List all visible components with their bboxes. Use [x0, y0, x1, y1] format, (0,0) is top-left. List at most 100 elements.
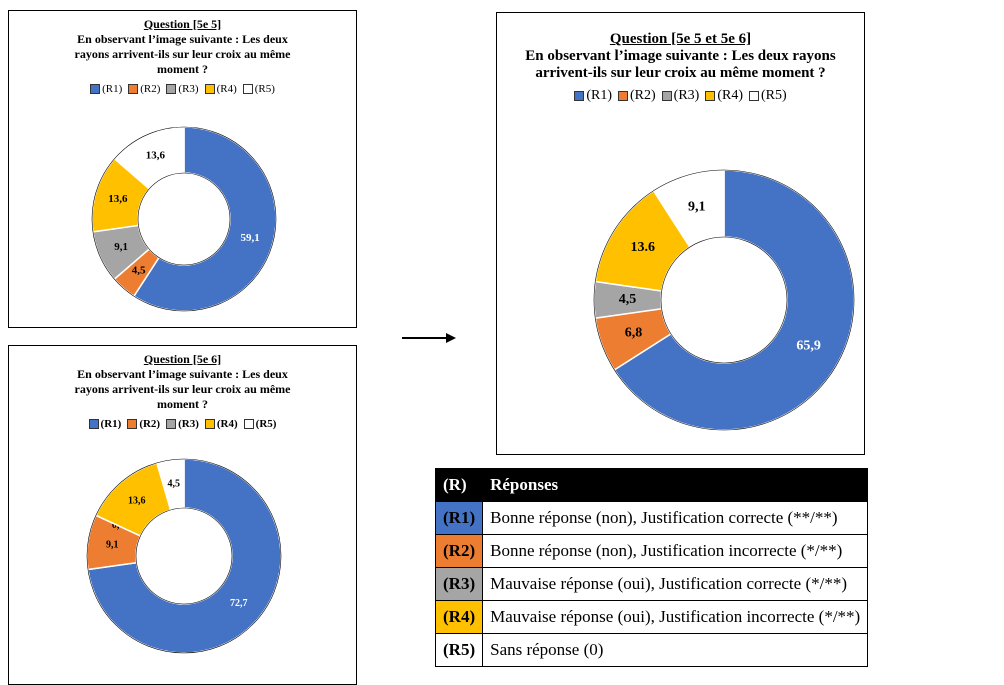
table-row: (R5) Sans réponse (0)	[434, 633, 869, 667]
legend: (R1) (R2) (R3) (R4) (R5)	[9, 418, 356, 430]
legend-label: (R3)	[178, 418, 199, 430]
donut-plot: 65,9 6,8 4,5 13.6 9,1	[593, 169, 855, 431]
legend-item: (R5)	[243, 418, 277, 430]
legend-swatch	[166, 84, 177, 94]
chart: 65,9 6,8 4,5 13.6 9,1 Question [5e 5 et 5e 6]…	[496, 12, 865, 455]
legend-label: (R5)	[761, 88, 787, 103]
value-label: 59,1	[241, 232, 260, 244]
legend-label: (R1)	[100, 418, 122, 430]
text-cell: Mauvaise réponse (oui), Justification co…	[482, 567, 869, 601]
chart-header: Question [5e 5] En observant l’image suiv…	[9, 17, 356, 95]
legend-item: (R3)	[166, 418, 199, 430]
donut-outline	[593, 169, 855, 431]
table-row: (R2) Bonne réponse (non), Justification i…	[434, 534, 869, 568]
chart: 59,1 4,5 9,1 13,6 13,6 Question [5e 5] En obse…	[8, 10, 357, 328]
legend-label: (R1)	[586, 88, 612, 103]
legend-swatch	[705, 91, 716, 101]
donut-plot: 59,1 4,5 9,1 13,6 13,6	[91, 126, 277, 312]
code-cell: (R1)	[434, 501, 484, 535]
legend: (R1) (R2) (R3) (R4) (R5)	[9, 83, 356, 95]
chart-subtitle: En observant l’image suivante : Les deux…	[525, 48, 836, 81]
legend-item: (R1)	[90, 83, 122, 95]
header-cell: (R)	[434, 468, 484, 502]
legend-label: (R3)	[178, 83, 199, 95]
legend-item: (R3)	[661, 88, 700, 104]
text-cell: Sans réponse (0)	[482, 633, 869, 667]
legend-swatch	[617, 91, 628, 101]
legend-swatch	[749, 91, 759, 101]
legend-label: (R5)	[255, 418, 277, 430]
donut-outline	[86, 458, 282, 654]
value-label: 72,7	[230, 598, 248, 609]
legend-label: (R4)	[216, 418, 238, 430]
donut-outline	[91, 126, 277, 312]
legend-swatch	[166, 419, 177, 429]
code-cell: (R5)	[434, 633, 484, 667]
text-cell: Bonne réponse (non), Justification incor…	[482, 534, 869, 568]
chart-header: Question [5e 6] En observant l’image suiv…	[9, 352, 356, 430]
legend-item: (R5)	[242, 83, 275, 95]
donut-hole-outline	[135, 507, 233, 605]
legend-item: (R1)	[88, 418, 122, 430]
legend-swatch	[243, 419, 254, 429]
legend-label: (R1)	[102, 83, 123, 95]
value-label: 9,1	[688, 200, 706, 215]
donut-plot: 72,79,10,013,64,5	[86, 458, 282, 654]
header-cell: Réponses	[482, 468, 869, 502]
chart-subtitle: En observant l’image suivante : Les deux…	[74, 32, 291, 76]
chart-subtitle: En observant l’image suivante : Les deux…	[74, 367, 291, 411]
code-cell: (R3)	[434, 567, 484, 601]
text-cell: Mauvaise réponse (oui), Justification in…	[482, 600, 869, 634]
legend-swatch	[90, 84, 101, 94]
legend-table: (R) Réponses (R1) Bonne réponse (non), Ju…	[434, 468, 869, 667]
legend-swatch	[88, 419, 99, 429]
value-label: 6,8	[625, 326, 643, 341]
legend-item: (R4)	[204, 83, 237, 95]
chart-header: Question [5e 5 et 5e 6] En observant l’im…	[497, 31, 864, 104]
code-cell: (R2)	[434, 534, 484, 568]
code-cell: (R4)	[434, 600, 484, 634]
legend-item: (R4)	[204, 418, 238, 430]
value-label: 65,9	[796, 339, 821, 354]
legend-swatch	[127, 419, 138, 429]
value-label: 4,5	[132, 265, 146, 277]
value-label: 13.6	[631, 240, 656, 255]
value-label: 4,5	[168, 479, 181, 490]
legend-label: (R2)	[629, 88, 656, 103]
legend-swatch	[204, 84, 215, 94]
donut-hole-outline	[137, 172, 231, 266]
value-label: 4,5	[619, 292, 637, 307]
text-cell: Bonne réponse (non), Justification corre…	[482, 501, 869, 535]
donut-hole-outline	[660, 236, 788, 364]
value-label: 9,1	[106, 540, 119, 551]
legend-label: (R5)	[254, 83, 275, 95]
legend-item: (R2)	[128, 83, 160, 95]
legend-label: (R4)	[216, 83, 237, 95]
value-label: 9,1	[114, 241, 128, 253]
table-row: (R3) Mauvaise réponse (oui), Justificatio…	[434, 567, 869, 601]
legend-item: (R5)	[749, 88, 787, 104]
legend-item: (R1)	[574, 88, 612, 104]
legend-item: (R3)	[166, 83, 199, 95]
legend-label: (R4)	[717, 88, 743, 103]
chart-title: Question [5e 5]	[143, 17, 222, 31]
arrow	[402, 333, 456, 343]
chart-title: Question [5e 5 et 5e 6]	[609, 31, 752, 47]
legend-item: (R4)	[705, 88, 743, 104]
value-label: 13,6	[146, 150, 166, 162]
legend-item: (R2)	[127, 418, 160, 430]
value-label: 13,6	[108, 193, 128, 205]
legend-item: (R2)	[617, 88, 656, 104]
legend-swatch	[242, 84, 253, 94]
table-row: (R1) Bonne réponse (non), Justification c…	[434, 501, 869, 535]
legend-label: (R3)	[673, 88, 700, 103]
legend-swatch	[128, 84, 139, 94]
table-header: (R) Réponses	[434, 468, 869, 502]
legend: (R1) (R2) (R3) (R4) (R5)	[497, 88, 864, 104]
legend-label: (R2)	[140, 83, 161, 95]
legend-swatch	[661, 91, 672, 101]
chart-title: Question [5e 6]	[143, 352, 222, 366]
legend-label: (R2)	[139, 418, 161, 430]
